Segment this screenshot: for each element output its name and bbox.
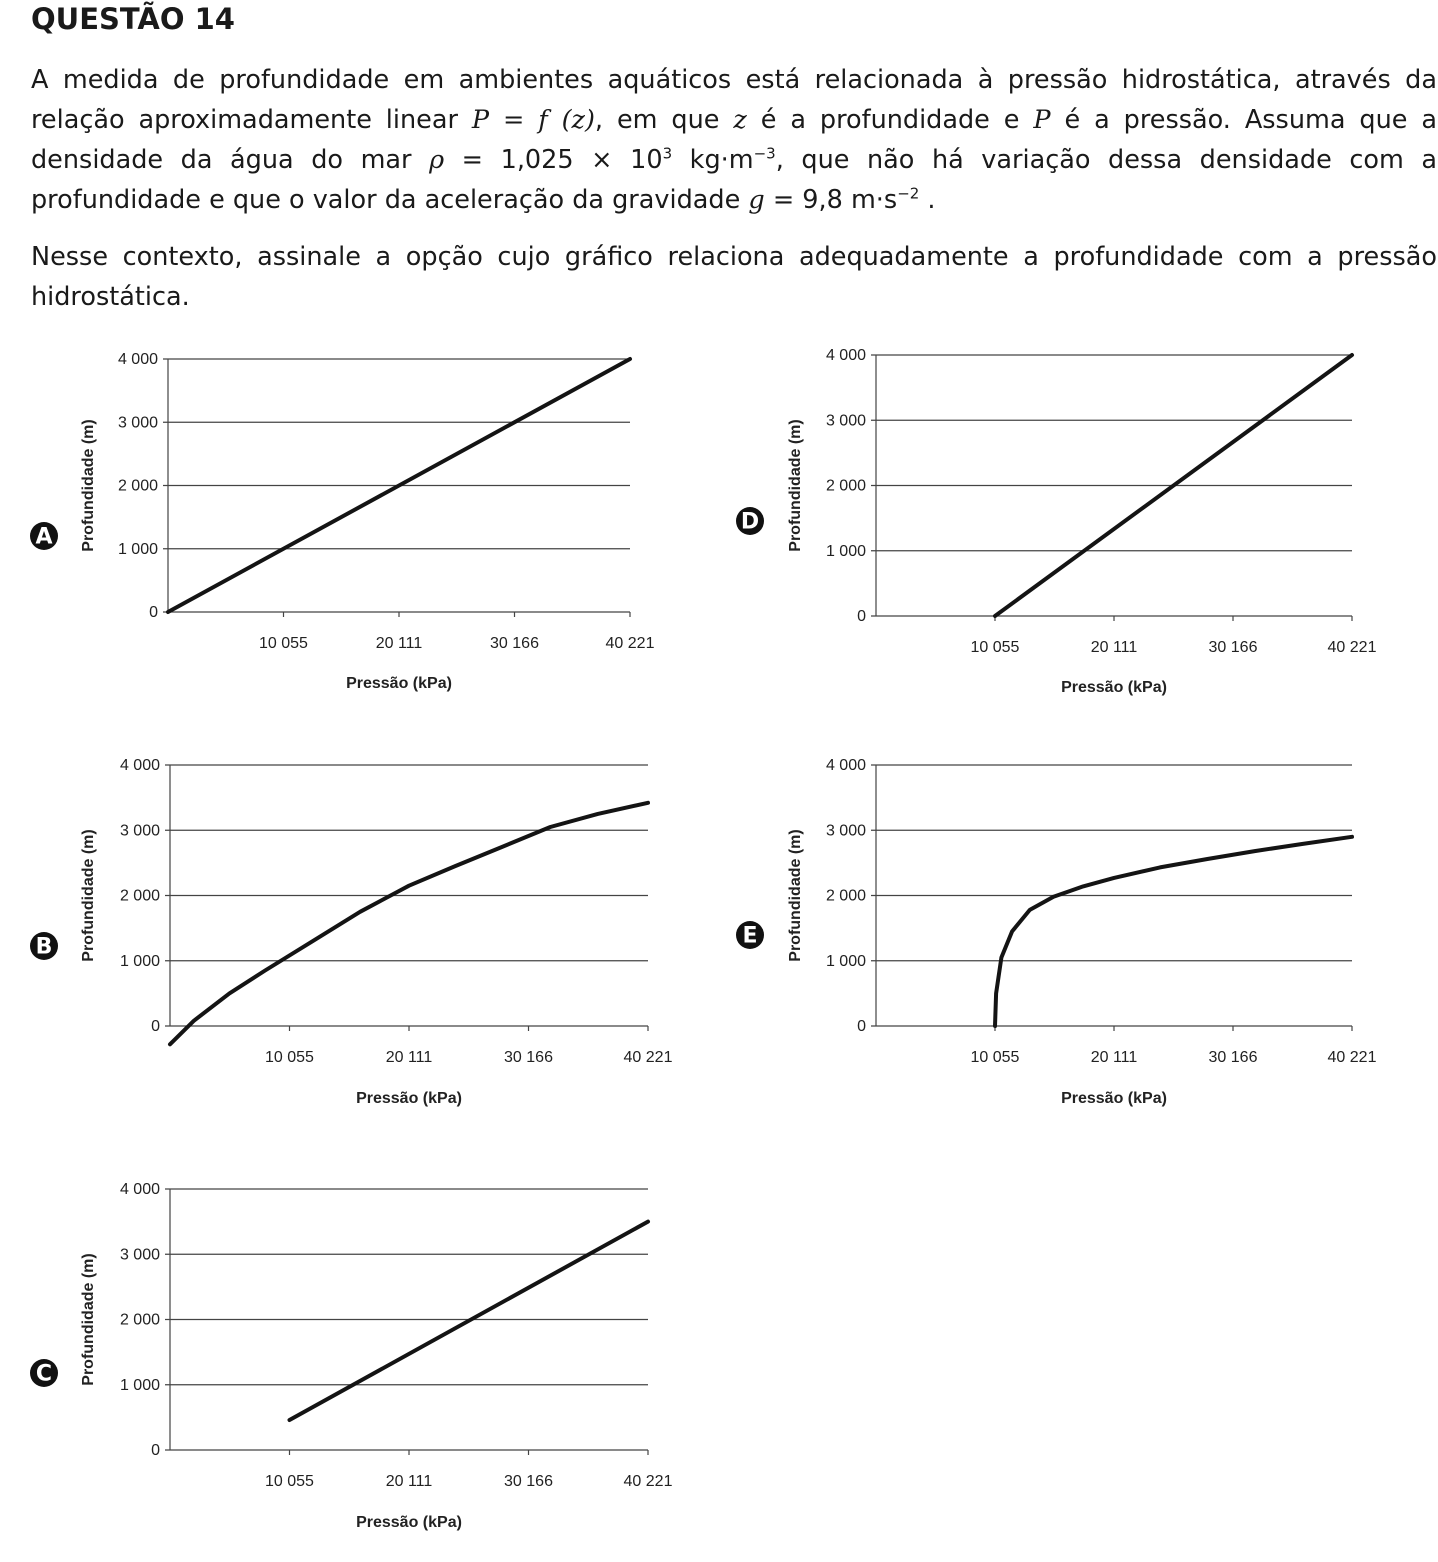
y-tick-label: 0: [151, 1442, 160, 1459]
y-tick-label: 0: [149, 604, 158, 621]
option-badge-circle: [30, 932, 58, 960]
x-tick-label: 20 111: [386, 1049, 433, 1066]
option-badge-circle: [30, 522, 58, 550]
chart-option-d: 0 1 000 2 000 3 000 4 000 10 055 20 111 30 166 4…: [736, 347, 1377, 696]
y-axis-title: Profundidade (m): [80, 829, 97, 961]
x-tick-label: 40 221: [624, 1049, 673, 1066]
y-tick-label: 1 000: [118, 541, 158, 558]
option-badge-letter: B: [36, 935, 53, 960]
chart-option-c: 0 1 000 2 000 3 000 4 000 10 055 20 111 30 166 4…: [30, 1181, 673, 1531]
y-tick-label: 2 000: [118, 478, 158, 495]
y-tick-label: 4 000: [826, 347, 866, 364]
y-tick-label: 3 000: [120, 1246, 160, 1263]
chart-option-b: 0 1 000 2 000 3 000 4 000 10 055 20 111 30 166 4…: [30, 757, 673, 1107]
y-tick-label: 2 000: [120, 888, 160, 905]
y-tick-label: 3 000: [118, 414, 158, 431]
option-a-badge: A: [30, 522, 58, 550]
x-axis-title: Pressão (kPa): [1061, 1090, 1167, 1107]
y-tick-label: 3 000: [826, 412, 866, 429]
y-tick-label: 4 000: [118, 351, 158, 368]
series-line: [993, 353, 1354, 618]
x-tick-label: 10 055: [971, 639, 1020, 656]
y-tick-label: 4 000: [826, 757, 866, 774]
x-tick-label: 30 166: [1209, 639, 1258, 656]
x-axis-title: Pressão (kPa): [356, 1090, 462, 1107]
option-e-badge: E: [736, 921, 764, 949]
question-stem-paragraph-2: Nesse contexto, assinale a opção cujo gr…: [31, 242, 1437, 312]
x-tick-label: 10 055: [971, 1049, 1020, 1066]
series-line: [166, 357, 632, 614]
y-tick-label: 4 000: [120, 757, 160, 774]
y-axis-title: Profundidade (m): [787, 829, 804, 961]
x-tick-label: 40 221: [1328, 639, 1377, 656]
option-badge-circle: [736, 507, 764, 535]
x-tick-label: 30 166: [1209, 1049, 1258, 1066]
x-axis-title: Pressão (kPa): [1061, 679, 1167, 696]
x-tick-label: 20 111: [1091, 639, 1138, 656]
x-axis-title: Pressão (kPa): [356, 1514, 462, 1531]
x-tick-label: 40 221: [624, 1473, 673, 1490]
x-tick-label: 40 221: [1328, 1049, 1377, 1066]
x-axis-title: Pressão (kPa): [346, 675, 452, 692]
x-tick-label: 10 055: [265, 1473, 314, 1490]
y-axis-title: Profundidade (m): [80, 1253, 97, 1385]
y-tick-label: 1 000: [826, 953, 866, 970]
y-tick-label: 0: [857, 1018, 866, 1035]
y-tick-label: 2 000: [826, 888, 866, 905]
chart-option-e: 0 1 000 2 000 3 000 4 000 10 055 20 111 30 166 4…: [736, 757, 1377, 1107]
option-badge-letter: A: [35, 525, 52, 550]
y-tick-label: 0: [857, 608, 866, 625]
y-axis-title: Profundidade (m): [80, 419, 97, 551]
option-badge-circle: [736, 921, 764, 949]
option-badge-letter: E: [742, 924, 757, 949]
question-title: QUESTÃO 14: [31, 2, 235, 36]
y-tick-label: 0: [151, 1018, 160, 1035]
x-tick-label: 20 111: [1091, 1049, 1138, 1066]
y-tick-label: 1 000: [826, 543, 866, 560]
option-badge-letter: D: [741, 510, 759, 535]
x-tick-label: 30 166: [490, 635, 539, 652]
y-tick-label: 2 000: [826, 478, 866, 495]
x-tick-label: 10 055: [259, 635, 308, 652]
y-tick-label: 2 000: [120, 1312, 160, 1329]
series-line: [993, 834, 1354, 1028]
x-tick-label: 30 166: [504, 1473, 553, 1490]
y-tick-label: 3 000: [826, 822, 866, 839]
series-line: [287, 1219, 650, 1422]
x-tick-label: 10 055: [265, 1049, 314, 1066]
x-tick-label: 20 111: [376, 635, 423, 652]
chart-option-a: 0 1 000 2 000 3 000 4 000 10 055 20 111 30 166 4…: [30, 351, 655, 692]
option-badge-circle: [30, 1359, 58, 1387]
option-badge-letter: C: [36, 1362, 52, 1387]
y-tick-label: 1 000: [120, 953, 160, 970]
y-axis-title: Profundidade (m): [787, 419, 804, 551]
series-line: [168, 800, 650, 1047]
option-c-badge: C: [30, 1359, 58, 1387]
y-tick-label: 1 000: [120, 1377, 160, 1394]
x-tick-label: 20 111: [386, 1473, 433, 1490]
y-tick-label: 3 000: [120, 822, 160, 839]
option-b-badge: B: [30, 932, 58, 960]
x-tick-label: 40 221: [606, 635, 655, 652]
option-d-badge: D: [736, 507, 764, 535]
y-tick-label: 4 000: [120, 1181, 160, 1198]
x-tick-label: 30 166: [504, 1049, 553, 1066]
question-stem-paragraph-1: A medida de profundidade em ambientes aq…: [31, 65, 1437, 215]
